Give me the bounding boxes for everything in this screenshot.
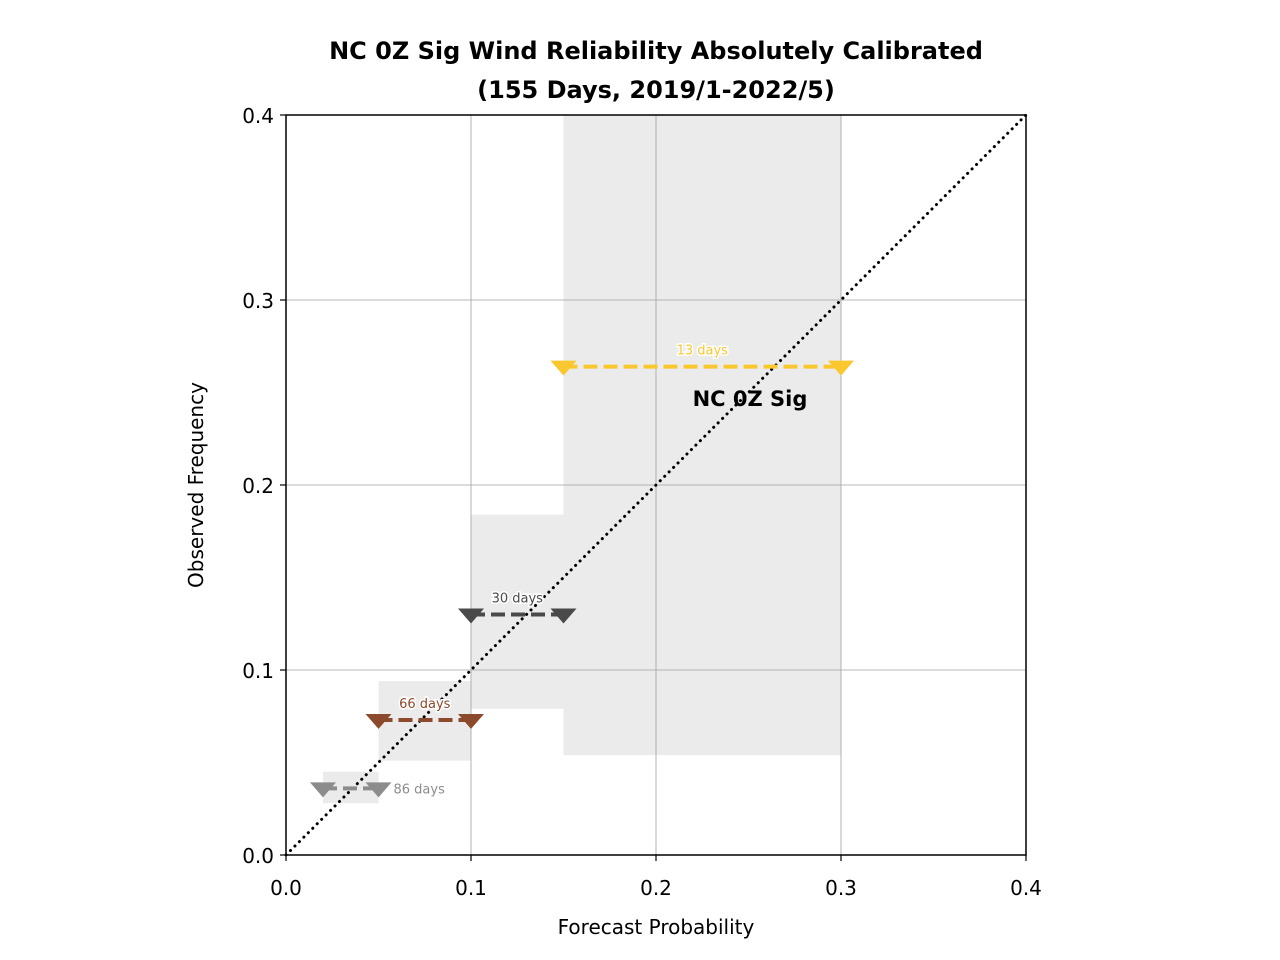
confidence-intervals xyxy=(323,115,841,804)
bin-marker-high-1 xyxy=(458,713,484,729)
bin-marker-low-2 xyxy=(458,608,484,624)
y-tick-label-0: 0.0 xyxy=(242,844,274,868)
reliability-series xyxy=(310,360,854,798)
x-tick-label-4: 0.4 xyxy=(1010,876,1042,900)
bin-marker-high-0 xyxy=(365,782,392,798)
x-tick-label-3: 0.3 xyxy=(825,876,857,900)
y-tick-label-2: 0.2 xyxy=(242,474,274,498)
day-count-labels: 86 days 66 days 30 days 13 days xyxy=(392,342,730,799)
bin-days-label-3: 13 days xyxy=(677,344,729,359)
bin-marker-low-3 xyxy=(550,360,577,376)
bin-marker-high-2 xyxy=(550,608,577,624)
bin-marker-low-1 xyxy=(365,713,392,729)
chart-subtitle: (155 Days, 2019/1-2022/5) xyxy=(477,76,835,104)
x-tick-label-0: 0.0 xyxy=(270,876,302,900)
y-axis-label: Observed Frequency xyxy=(184,382,208,588)
diagonal xyxy=(284,113,1028,857)
bin-days-label-1: 66 days xyxy=(399,697,451,712)
bin-days-label-2: 30 days xyxy=(492,592,544,607)
y-tick-label-3: 0.3 xyxy=(242,289,274,313)
perfect-reliability-line xyxy=(284,113,1028,857)
region-annotation: NC 0Z Sig xyxy=(693,387,808,411)
chart-title: NC 0Z Sig Wind Reliability Absolutely Ca… xyxy=(329,37,983,65)
x-axis-label: Forecast Probability xyxy=(558,915,755,939)
ci-box-2 xyxy=(471,514,564,709)
ci-box-3 xyxy=(563,115,841,756)
y-tick-label-1: 0.1 xyxy=(242,659,274,683)
ticks: 0.0 0.1 0.2 0.3 0.4 0.0 0.1 0.2 0.3 0.4 xyxy=(242,104,1042,900)
y-tick-label-4: 0.4 xyxy=(242,104,274,128)
bin-marker-low-0 xyxy=(310,782,336,798)
bin-days-label-0: 86 days xyxy=(394,782,446,797)
bin-marker-high-3 xyxy=(828,360,854,376)
x-tick-label-2: 0.2 xyxy=(640,876,672,900)
x-tick-label-1: 0.1 xyxy=(455,876,487,900)
